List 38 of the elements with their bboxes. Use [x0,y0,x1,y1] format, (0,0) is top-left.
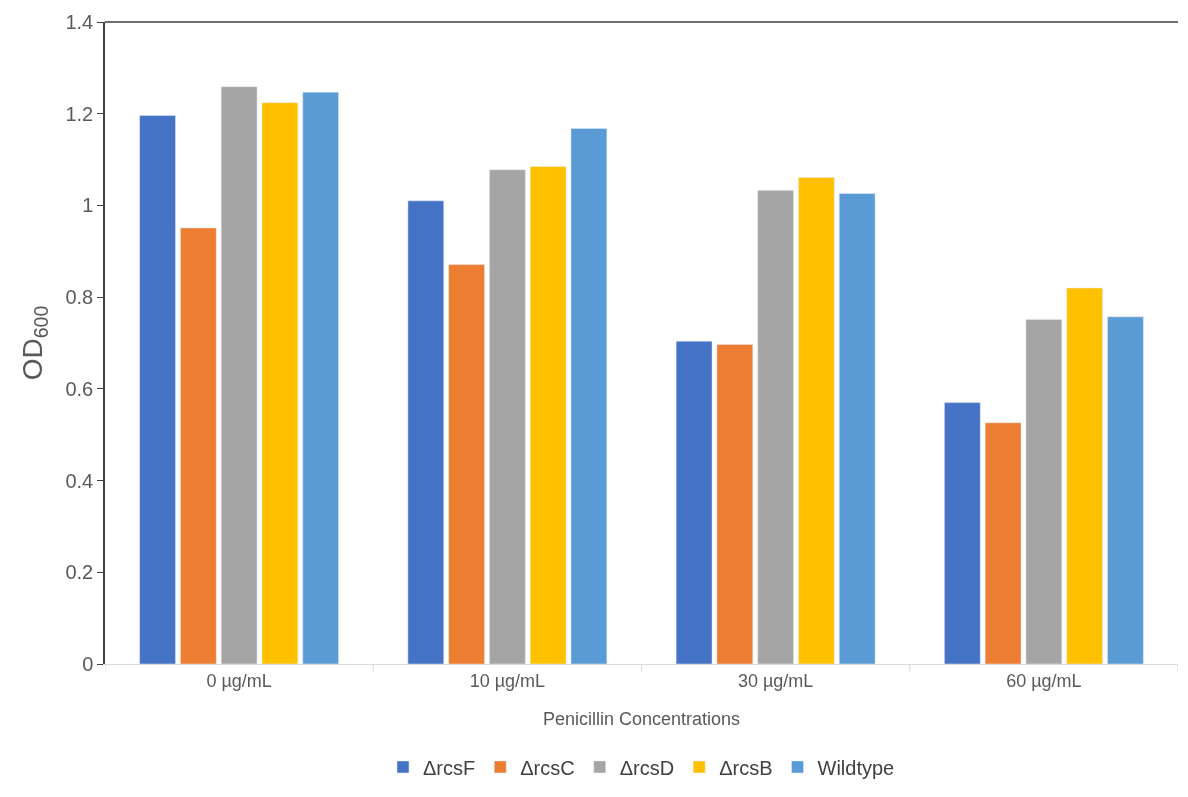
bar [448,264,485,664]
bar [984,422,1022,664]
y-tick-label: 0.8 [65,286,94,309]
bar [180,227,217,664]
bar [675,340,713,664]
bar [261,102,299,664]
y-tick-label: 1.2 [65,102,94,125]
bar [489,169,526,664]
x-tick-label: 60 µg/mL [1006,670,1082,691]
y-tick-label: 0.4 [65,469,94,492]
legend-label: Wildtype [817,756,895,779]
y-tick-label: 0.2 [65,561,94,584]
bar [220,86,258,664]
legend-label: ΔrcsB [719,756,773,779]
bar [139,115,176,664]
x-tick-label: 0 µg/mL [206,670,272,691]
x-axis-title: Penicillin Concentrations [542,708,741,729]
bar [757,190,794,664]
x-tick-label: 30 µg/mL [737,670,814,691]
bar [1025,319,1063,664]
y-tick-label: 1 [82,194,94,217]
legend-label: ΔrcsD [619,756,675,779]
x-tick-label: 10 µg/mL [469,670,546,691]
bar [407,200,445,664]
bar [716,344,754,664]
y-tick-label: 1.4 [65,11,94,33]
legend-label: ΔrcsC [520,756,575,779]
bar [302,91,339,664]
bar [1066,287,1103,664]
bar [570,128,608,664]
bar [1107,316,1144,664]
bar [798,177,835,664]
bar [944,402,981,664]
y-tick-label: 0 [82,653,94,675]
bar [529,166,567,664]
legend-label: ΔrcsF [423,756,476,779]
bar [838,193,876,664]
y-tick-label: 0.6 [65,377,94,400]
